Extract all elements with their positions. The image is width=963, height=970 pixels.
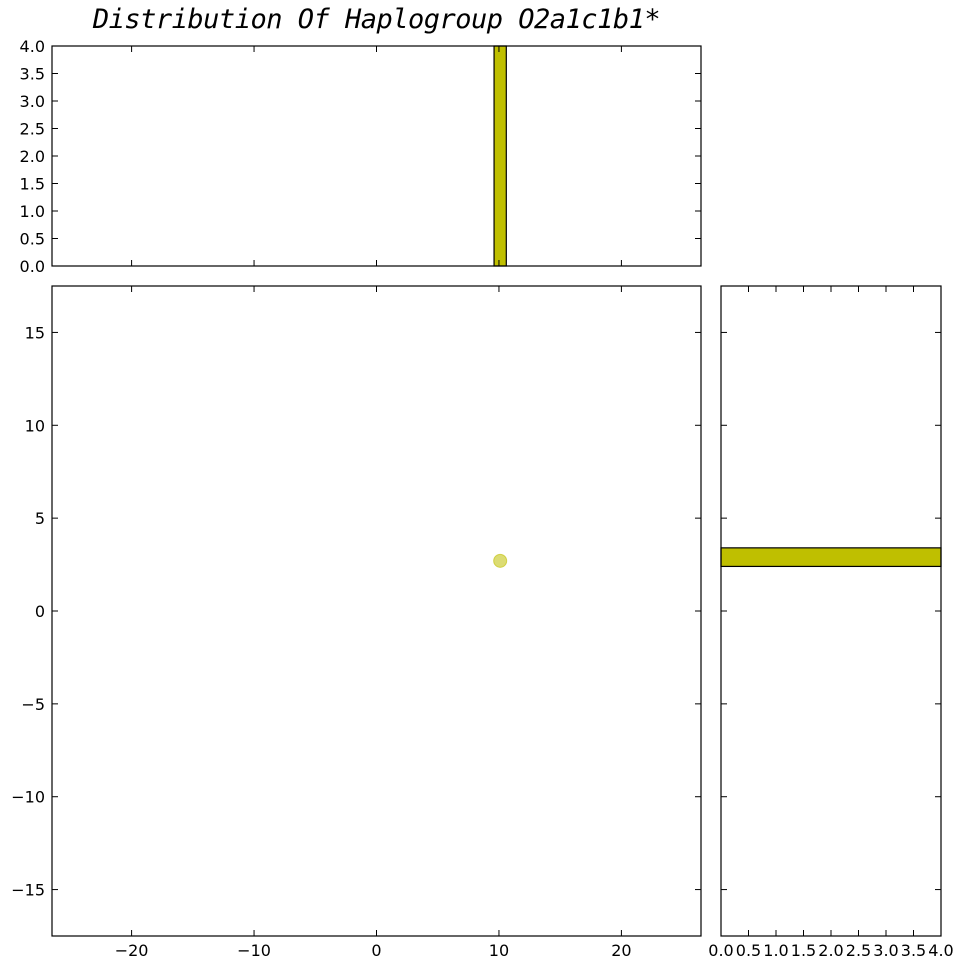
main-scatter-frame (51, 285, 702, 937)
right-histogram-xtick-label: 4.0 (928, 941, 953, 960)
right-histogram-xtick-label: 0.5 (736, 941, 761, 960)
chart-title: Distribution Of Haplogroup O2a1c1b1* (92, 4, 661, 35)
right-histogram-xtick-label: 2.5 (846, 941, 871, 960)
top-histogram-ytick-label: 1.5 (20, 175, 45, 194)
right-histogram-xtick-label: 1.0 (763, 941, 788, 960)
main-scatter-ytick-label: 0 (35, 602, 45, 621)
top-histogram-ytick-label: 0.0 (20, 257, 45, 276)
main-scatter-xtick-label: 0 (371, 941, 381, 960)
main-scatter-background (52, 286, 701, 936)
right-histogram-xtick-label: 3.0 (873, 941, 898, 960)
top-histogram-ytick-label: 0.5 (20, 230, 45, 249)
top-histogram-ytick-label: 4.0 (20, 37, 45, 56)
top-histogram-ytick-label: 1.0 (20, 202, 45, 221)
histogram-bar-horizontal (720, 547, 942, 568)
right-histogram-xtick-label: 0.0 (708, 941, 733, 960)
main-scatter-ytick-label: 10 (25, 416, 45, 435)
right-histogram-background (721, 286, 941, 936)
top-histogram-ytick-label: 2.5 (20, 120, 45, 139)
main-scatter-ytick-label: 5 (35, 509, 45, 528)
right-histogram-xtick-label: 3.5 (901, 941, 926, 960)
main-scatter-xtick-label: −10 (237, 941, 271, 960)
top-histogram-ytick-label: 3.5 (20, 65, 45, 84)
top-histogram-ytick-label: 3.0 (20, 92, 45, 111)
main-scatter-xtick-label: −20 (115, 941, 149, 960)
scatter-point (493, 553, 508, 568)
main-scatter-xtick-label: 20 (611, 941, 631, 960)
main-scatter-ytick-label: −10 (11, 788, 45, 807)
top-histogram-ytick-label: 2.0 (20, 147, 45, 166)
main-scatter-ytick-label: −15 (11, 881, 45, 900)
main-scatter-ytick-label: 15 (25, 323, 45, 342)
main-scatter-xtick-label: 10 (489, 941, 509, 960)
histogram-bar (493, 45, 507, 267)
top-histogram-background (52, 46, 701, 266)
right-histogram-frame (720, 285, 942, 937)
top-histogram-frame (51, 45, 702, 267)
main-scatter-ytick-label: −5 (21, 695, 45, 714)
right-histogram-xtick-label: 1.5 (791, 941, 816, 960)
right-histogram-xtick-label: 2.0 (818, 941, 843, 960)
